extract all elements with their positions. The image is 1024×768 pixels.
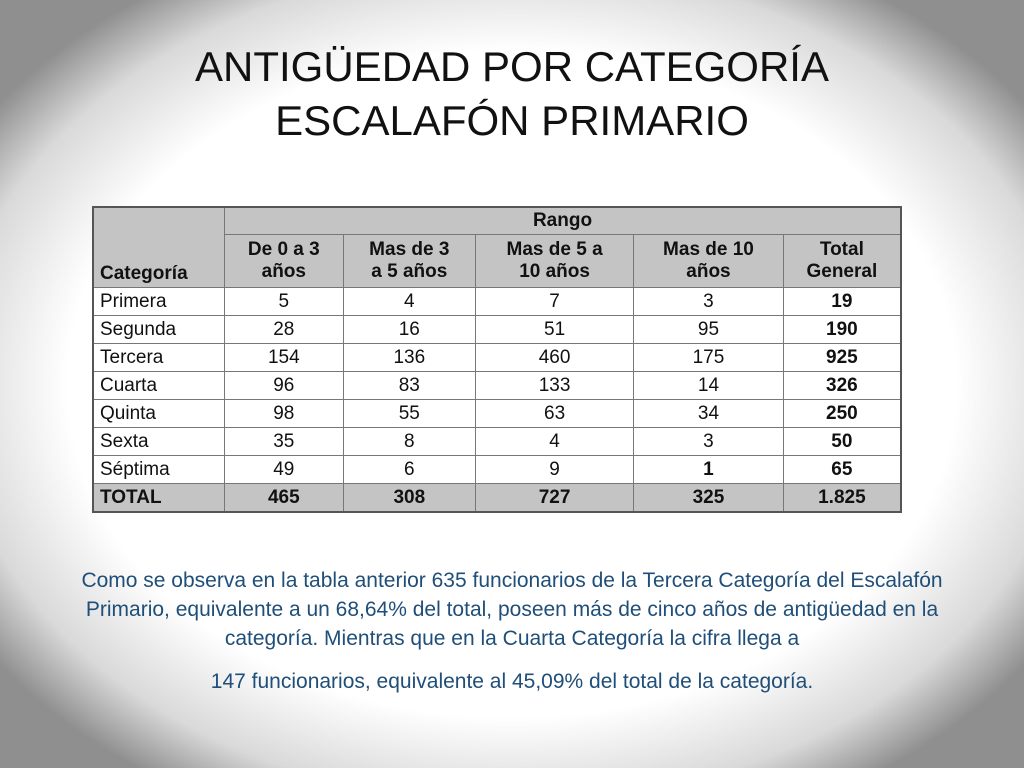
table-row: Primera 5 4 7 3 19 [92, 287, 902, 316]
cell: 14 [633, 371, 784, 400]
table-row: Tercera 154 136 460 175 925 [92, 343, 902, 372]
cell: 83 [342, 371, 477, 400]
header-col-10-plus: Mas de 10 años [633, 234, 784, 288]
header-col-5-10: Mas de 5 a 10 años [474, 234, 635, 288]
grand-total-cell: 1.825 [782, 483, 902, 513]
cell-total: 326 [782, 371, 902, 400]
table-row: Séptima 49 6 9 1 65 [92, 455, 902, 484]
header-category: Categoría [92, 206, 225, 288]
table-row: Quinta 98 55 63 34 250 [92, 399, 902, 428]
analysis-note-last-line: 147 funcionarios, equivalente al 45,09% … [210, 670, 814, 693]
cell: 5 [224, 287, 344, 316]
cell: 1 [633, 455, 784, 484]
cell: 9 [474, 455, 635, 484]
cell: 95 [633, 315, 784, 344]
header-col-0-3: De 0 a 3 años [224, 234, 344, 288]
cell: 49 [224, 455, 344, 484]
total-row: TOTAL 465 308 727 325 1.825 [92, 483, 902, 513]
row-category: Quinta [92, 399, 225, 428]
slide-title: ANTIGÜEDAD POR CATEGORÍA ESCALAFÓN PRIMA… [0, 40, 1024, 148]
cell: 3 [633, 427, 784, 456]
total-label: TOTAL [92, 483, 225, 513]
total-cell: 325 [633, 483, 784, 513]
cell-total: 65 [782, 455, 902, 484]
cell: 98 [224, 399, 344, 428]
cell: 460 [474, 343, 635, 372]
cell: 7 [474, 287, 635, 316]
cell: 16 [342, 315, 477, 344]
table-row: Cuarta 96 83 133 14 326 [92, 371, 902, 400]
total-cell: 727 [474, 483, 635, 513]
cell: 35 [224, 427, 344, 456]
analysis-note: Como se observa en la tabla anterior 635… [40, 566, 984, 696]
cell: 136 [342, 343, 477, 372]
cell: 34 [633, 399, 784, 428]
row-category: Sexta [92, 427, 225, 456]
cell: 28 [224, 315, 344, 344]
row-category: Segunda [92, 315, 225, 344]
slide-title-line-2: ESCALAFÓN PRIMARIO [275, 97, 749, 144]
cell: 4 [342, 287, 477, 316]
cell: 133 [474, 371, 635, 400]
row-category: Cuarta [92, 371, 225, 400]
cell-total: 925 [782, 343, 902, 372]
cell-total: 50 [782, 427, 902, 456]
total-cell: 465 [224, 483, 344, 513]
cell-total: 19 [782, 287, 902, 316]
cell: 63 [474, 399, 635, 428]
cell-total: 190 [782, 315, 902, 344]
cell: 154 [224, 343, 344, 372]
cell: 175 [633, 343, 784, 372]
cell: 3 [633, 287, 784, 316]
cell-total: 250 [782, 399, 902, 428]
cell: 4 [474, 427, 635, 456]
analysis-note-text: Como se observa en la tabla anterior 635… [81, 569, 943, 650]
row-category: Primera [92, 287, 225, 316]
cell: 96 [224, 371, 344, 400]
slide-title-line-1: ANTIGÜEDAD POR CATEGORÍA [195, 43, 829, 90]
cell: 8 [342, 427, 477, 456]
row-category: Séptima [92, 455, 225, 484]
header-col-total: Total General [782, 234, 902, 288]
header-range: Rango [224, 206, 902, 235]
table-row: Segunda 28 16 51 95 190 [92, 315, 902, 344]
total-cell: 308 [342, 483, 477, 513]
cell: 55 [342, 399, 477, 428]
table-row: Sexta 35 8 4 3 50 [92, 427, 902, 456]
row-category: Tercera [92, 343, 225, 372]
cell: 6 [342, 455, 477, 484]
cell: 51 [474, 315, 635, 344]
